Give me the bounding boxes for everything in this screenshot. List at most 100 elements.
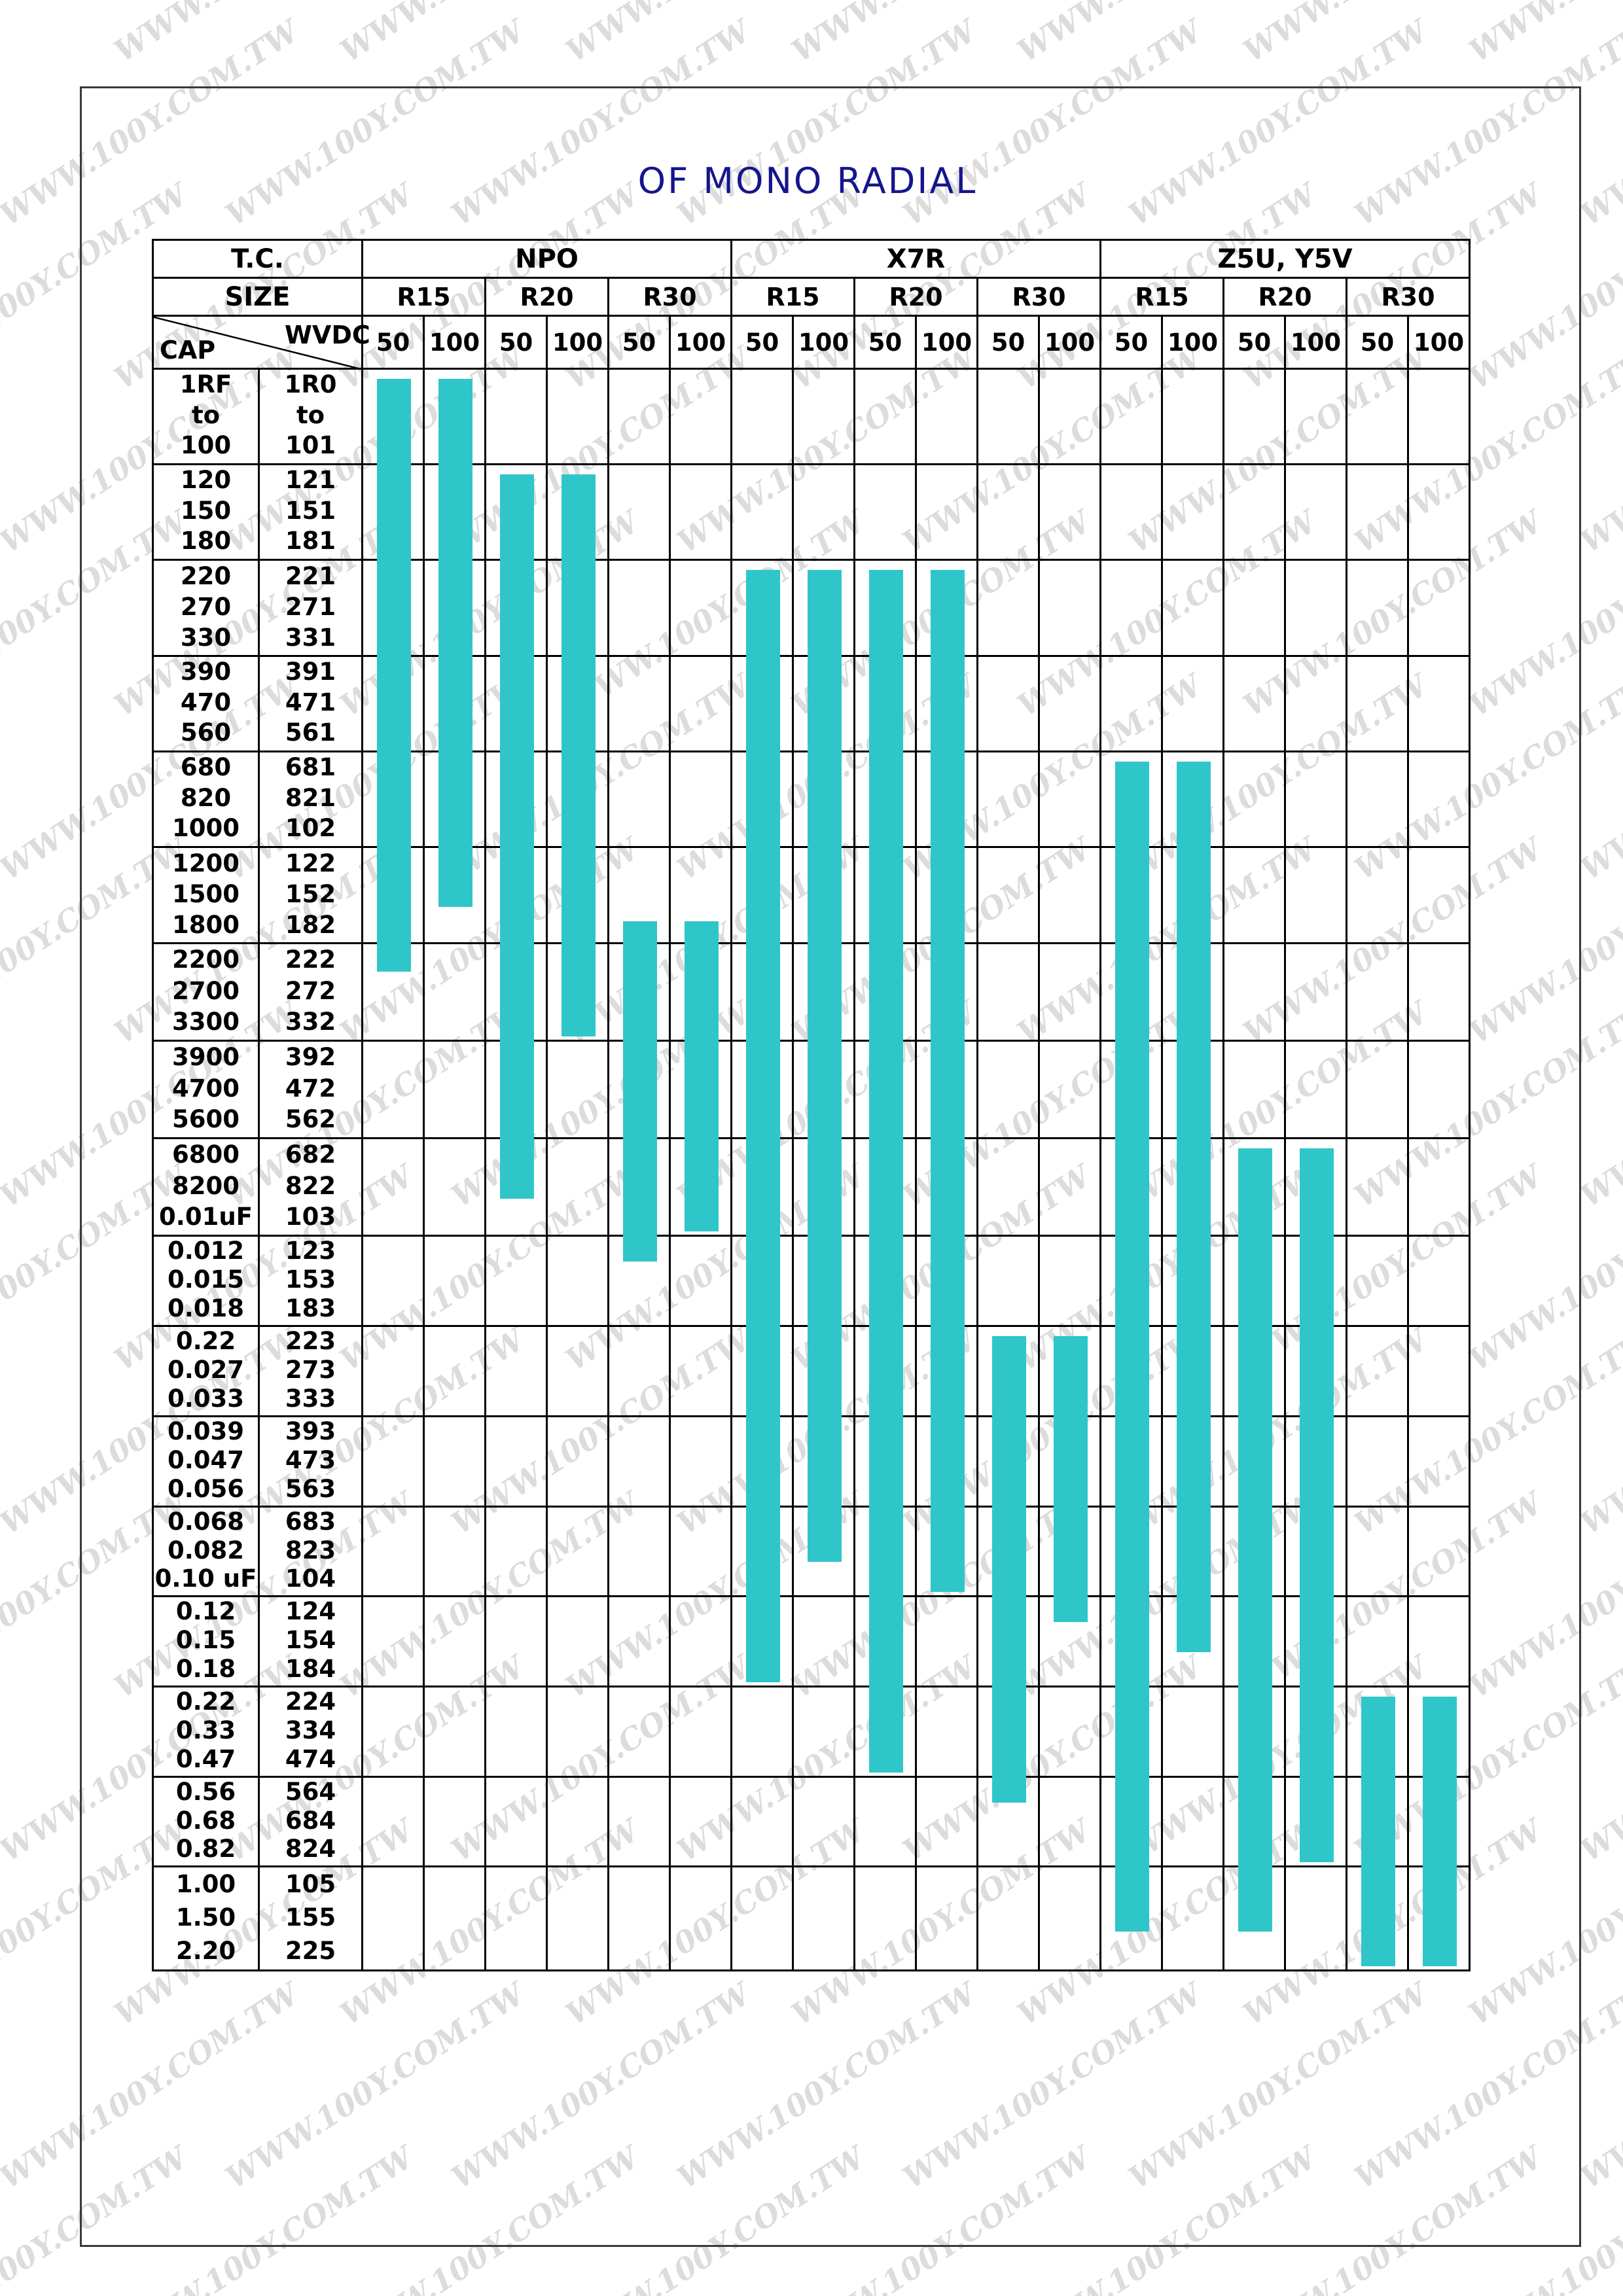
grid-cell: [978, 1237, 1040, 1327]
grid-cell: [671, 1139, 732, 1237]
size-header: R30: [978, 279, 1101, 317]
range-bar-npo-r20-100: [562, 474, 596, 1036]
grid-cell: [363, 1597, 425, 1687]
grid-cell: [1347, 752, 1409, 848]
grid-cell: [1163, 465, 1224, 561]
code-value-cell-line: 103: [285, 1203, 336, 1231]
code-value-cell-line: 681: [285, 753, 336, 781]
grid-cell: [609, 465, 671, 561]
code-value-cell-line: 684: [285, 1806, 336, 1835]
grid-cell: [1224, 465, 1286, 561]
cap-value-cell-line: 470: [180, 688, 232, 716]
grid-cell: [917, 370, 978, 465]
code-value-cell-line: 1R0: [284, 370, 337, 398]
size-header: R20: [1224, 279, 1347, 317]
cap-value-cell-line: 5600: [172, 1105, 240, 1134]
grid-cell: [794, 370, 855, 465]
grid-cell: [1286, 1042, 1347, 1139]
code-value-cell-line: 223: [285, 1327, 336, 1355]
code-value-cell-line: 823: [285, 1536, 336, 1564]
code-value-cell-line: 183: [285, 1294, 336, 1322]
cap-value-cell-line: 0.12: [175, 1597, 236, 1625]
grid-cell: [609, 561, 671, 657]
range-bar-npo-r30-100: [685, 921, 719, 1231]
grid-cell: [1040, 1778, 1101, 1867]
cap-value-cell-line: 0.039: [167, 1417, 245, 1445]
code-value-cell-line: 331: [285, 624, 336, 652]
grid-cell: [548, 1508, 609, 1597]
wvdc-header: 50: [1347, 317, 1409, 370]
grid-cell: [363, 1042, 425, 1139]
grid-cell: [1224, 944, 1286, 1042]
wvdc-header: 100: [1163, 317, 1224, 370]
code-value-cell-line: 124: [285, 1597, 336, 1625]
grid-cell: [1286, 561, 1347, 657]
code-value-cell-line: 332: [285, 1008, 336, 1036]
size-header: R20: [486, 279, 609, 317]
cap-value-cell: 0.22 0.027 0.033: [152, 1327, 260, 1417]
grid-cell: [671, 1417, 732, 1508]
cap-value-cell: 1200 1500 1800: [152, 848, 260, 944]
grid-cell: [1224, 1042, 1286, 1139]
grid-cell: [1101, 657, 1163, 752]
grid-cell: [609, 370, 671, 465]
code-value-cell-line: 683: [285, 1508, 336, 1536]
code-value-cell-line: 562: [285, 1105, 336, 1134]
grid-cell: [671, 1327, 732, 1417]
grid-cell: [1409, 1597, 1471, 1687]
grid-cell: [609, 1597, 671, 1687]
code-value-cell: 392 472 562: [260, 1042, 363, 1139]
watermark-text: WWW.100Y.COM.TW: [1237, 0, 1548, 69]
grid-cell: [1409, 1327, 1471, 1417]
grid-cell: [363, 1237, 425, 1327]
code-value-cell-line: 181: [285, 527, 336, 556]
grid-cell: [548, 1597, 609, 1687]
code-value-cell: 224 334 474: [260, 1687, 363, 1778]
range-bar-z5uy5v-r15-50: [1115, 762, 1149, 1932]
range-bar-x7r-r30-50: [992, 1336, 1026, 1803]
grid-cell: [363, 944, 425, 1042]
code-value-cell-line: 272: [285, 976, 336, 1005]
grid-cell: [794, 1508, 855, 1597]
grid-cell: [732, 1778, 794, 1867]
grid-cell: [1347, 1327, 1409, 1417]
size-header: R15: [1101, 279, 1224, 317]
grid-cell: [732, 465, 794, 561]
grid-cell: [1040, 944, 1101, 1042]
grid-cell: [363, 1508, 425, 1597]
cap-value-cell-line: 0.027: [167, 1356, 245, 1384]
corner-size-label: SIZE: [152, 279, 363, 317]
code-value-cell: 682 822 103: [260, 1139, 363, 1237]
grid-cell: [732, 370, 794, 465]
grid-cell: [425, 1508, 486, 1597]
watermark-text: WWW.100Y.COM.TW: [0, 0, 194, 69]
cap-value-cell-line: 0.047: [167, 1446, 245, 1474]
grid-cell: [855, 1867, 917, 1971]
code-value-cell-line: 153: [285, 1265, 336, 1294]
code-value-cell-line: 821: [285, 783, 336, 812]
watermark-text: WWW.100Y.COM.TW: [560, 0, 871, 69]
grid-cell: [978, 561, 1040, 657]
code-value-cell-line: 473: [285, 1446, 336, 1474]
cap-value-cell-line: 0.68: [175, 1806, 236, 1835]
cap-value-cell-line: 1.50: [175, 1903, 236, 1932]
code-value-cell: 122 152 182: [260, 848, 363, 944]
grid-cell: [1163, 561, 1224, 657]
grid-cell: [1101, 561, 1163, 657]
cap-value-cell: 390 470 560: [152, 657, 260, 752]
watermark-text: WWW.100Y.COM.TW: [1463, 0, 1623, 69]
code-value-cell: 564 684 824: [260, 1778, 363, 1867]
grid-cell: [425, 944, 486, 1042]
grid-cell: [1347, 370, 1409, 465]
grid-cell: [363, 1867, 425, 1971]
grid-cell: [609, 657, 671, 752]
cap-value-cell-line: 820: [180, 783, 232, 812]
cap-value-cell-line: 2.20: [175, 1937, 236, 1965]
grid-cell: [917, 1778, 978, 1867]
grid-cell: [1409, 1237, 1471, 1327]
grid-cell: [917, 1687, 978, 1778]
grid-cell: [1040, 848, 1101, 944]
grid-cell: [1347, 465, 1409, 561]
grid-cell: [1347, 1867, 1409, 1971]
grid-cell: [425, 1687, 486, 1778]
